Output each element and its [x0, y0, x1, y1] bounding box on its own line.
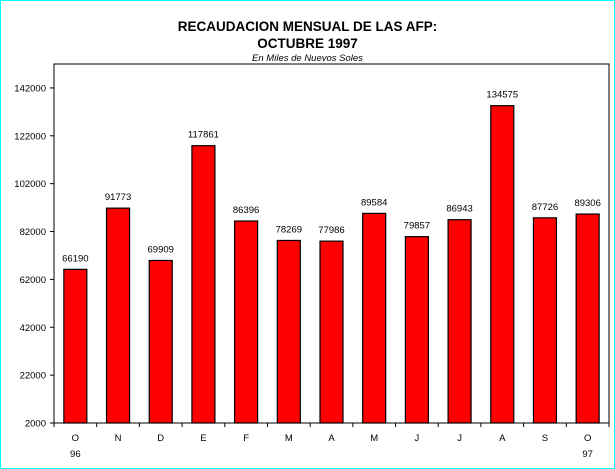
data-label: 134575	[486, 90, 518, 101]
bar	[105, 207, 131, 424]
x-tick-label: N	[115, 433, 122, 444]
data-label: 91773	[105, 192, 131, 203]
y-tick-label: 42000	[20, 323, 46, 334]
data-label: 77986	[318, 225, 344, 236]
chart-title-block: RECAUDACION MENSUAL DE LAS AFP: OCTUBRE …	[0, 18, 615, 65]
chart-subtitle: En Miles de Nuevos Soles	[252, 53, 363, 64]
data-label: 89584	[361, 197, 387, 208]
data-label: 78269	[276, 224, 302, 235]
bar	[234, 220, 259, 424]
bar	[404, 236, 429, 424]
bar	[276, 239, 301, 424]
bar	[490, 105, 515, 424]
bar	[319, 240, 344, 424]
bar	[532, 217, 558, 424]
x-tick-label: F	[243, 433, 249, 444]
y-tick-label: 2000	[25, 419, 46, 430]
x-tick-label: M	[285, 433, 293, 444]
data-label: 87726	[532, 202, 558, 213]
chart-title-line-2: OCTUBRE 1997	[257, 36, 358, 51]
chart-title-line-1: RECAUDACION MENSUAL DE LAS AFP:	[177, 19, 438, 34]
data-label: 79857	[404, 221, 430, 232]
x-tick-label: J	[457, 433, 462, 444]
x-tick-label: A	[328, 433, 335, 444]
y-tick-label: 102000	[14, 179, 46, 190]
x-tick-sublabel: 96	[70, 449, 81, 460]
data-label: 86943	[446, 204, 472, 215]
x-tick-sublabel: 97	[582, 449, 593, 460]
x-tick-label: O	[72, 433, 79, 444]
bar	[63, 268, 88, 424]
bar	[575, 213, 600, 424]
bar	[191, 145, 216, 424]
data-label: 66190	[62, 253, 88, 264]
y-tick-label: 82000	[20, 227, 46, 238]
bar	[362, 212, 387, 424]
data-label: 89306	[574, 198, 600, 209]
x-tick-label: A	[499, 433, 506, 444]
data-label: 86396	[233, 205, 259, 216]
x-tick-label: M	[370, 433, 378, 444]
x-tick-label: E	[200, 433, 206, 444]
y-tick-label: 142000	[14, 83, 46, 94]
bar	[148, 259, 173, 424]
y-tick-label: 62000	[20, 275, 46, 286]
x-tick-label: S	[542, 433, 548, 444]
x-tick-label: O	[584, 433, 591, 444]
y-tick-label: 122000	[14, 131, 46, 142]
data-label: 117861	[188, 130, 219, 141]
y-tick-label: 22000	[20, 371, 46, 382]
bar	[447, 219, 472, 424]
x-tick-label: J	[415, 433, 420, 444]
data-label: 69909	[148, 244, 174, 255]
x-tick-label: D	[157, 433, 164, 444]
